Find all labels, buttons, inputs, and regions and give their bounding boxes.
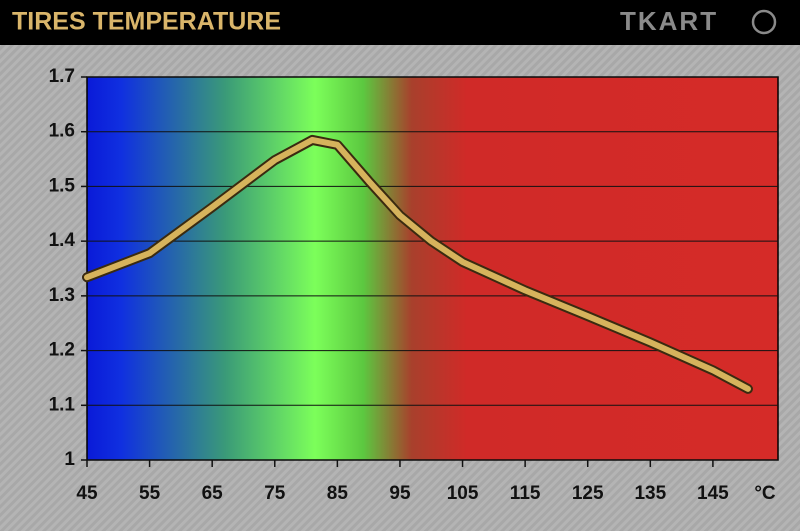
y-tick-label: 1.6 (49, 121, 75, 142)
plot-area (86, 76, 779, 461)
x-tick-label: 105 (447, 483, 479, 504)
brand-icon (751, 9, 777, 35)
y-tick-label: 1.3 (49, 285, 75, 306)
header-bar (0, 0, 800, 45)
x-tick-label: 125 (572, 483, 604, 504)
y-tick-label: 1.2 (49, 340, 75, 361)
x-axis-label: °C (754, 483, 776, 504)
y-tick-label: 1.7 (49, 66, 75, 87)
chart-title: TIRES TEMPERATURE (12, 8, 281, 36)
line (84, 136, 751, 392)
y-tick-label: 1 (64, 449, 75, 470)
x-tick-label: 115 (510, 483, 541, 504)
x-tick-label: 75 (264, 483, 286, 504)
x-tick-label: 145 (697, 483, 729, 504)
x-tick-label: 135 (634, 483, 666, 504)
x-tick-label: 65 (202, 483, 224, 504)
x-tick-label: 95 (389, 483, 411, 504)
y-tick-label: 1.1 (49, 394, 76, 415)
x-tick-label: 55 (139, 483, 161, 504)
y-tick-label: 1.5 (49, 175, 76, 196)
x-tick-label: 85 (327, 483, 349, 504)
x-tick-label: 45 (76, 483, 98, 504)
brand-logo: TKART (620, 6, 718, 36)
y-tick-label: 1.4 (49, 230, 76, 251)
